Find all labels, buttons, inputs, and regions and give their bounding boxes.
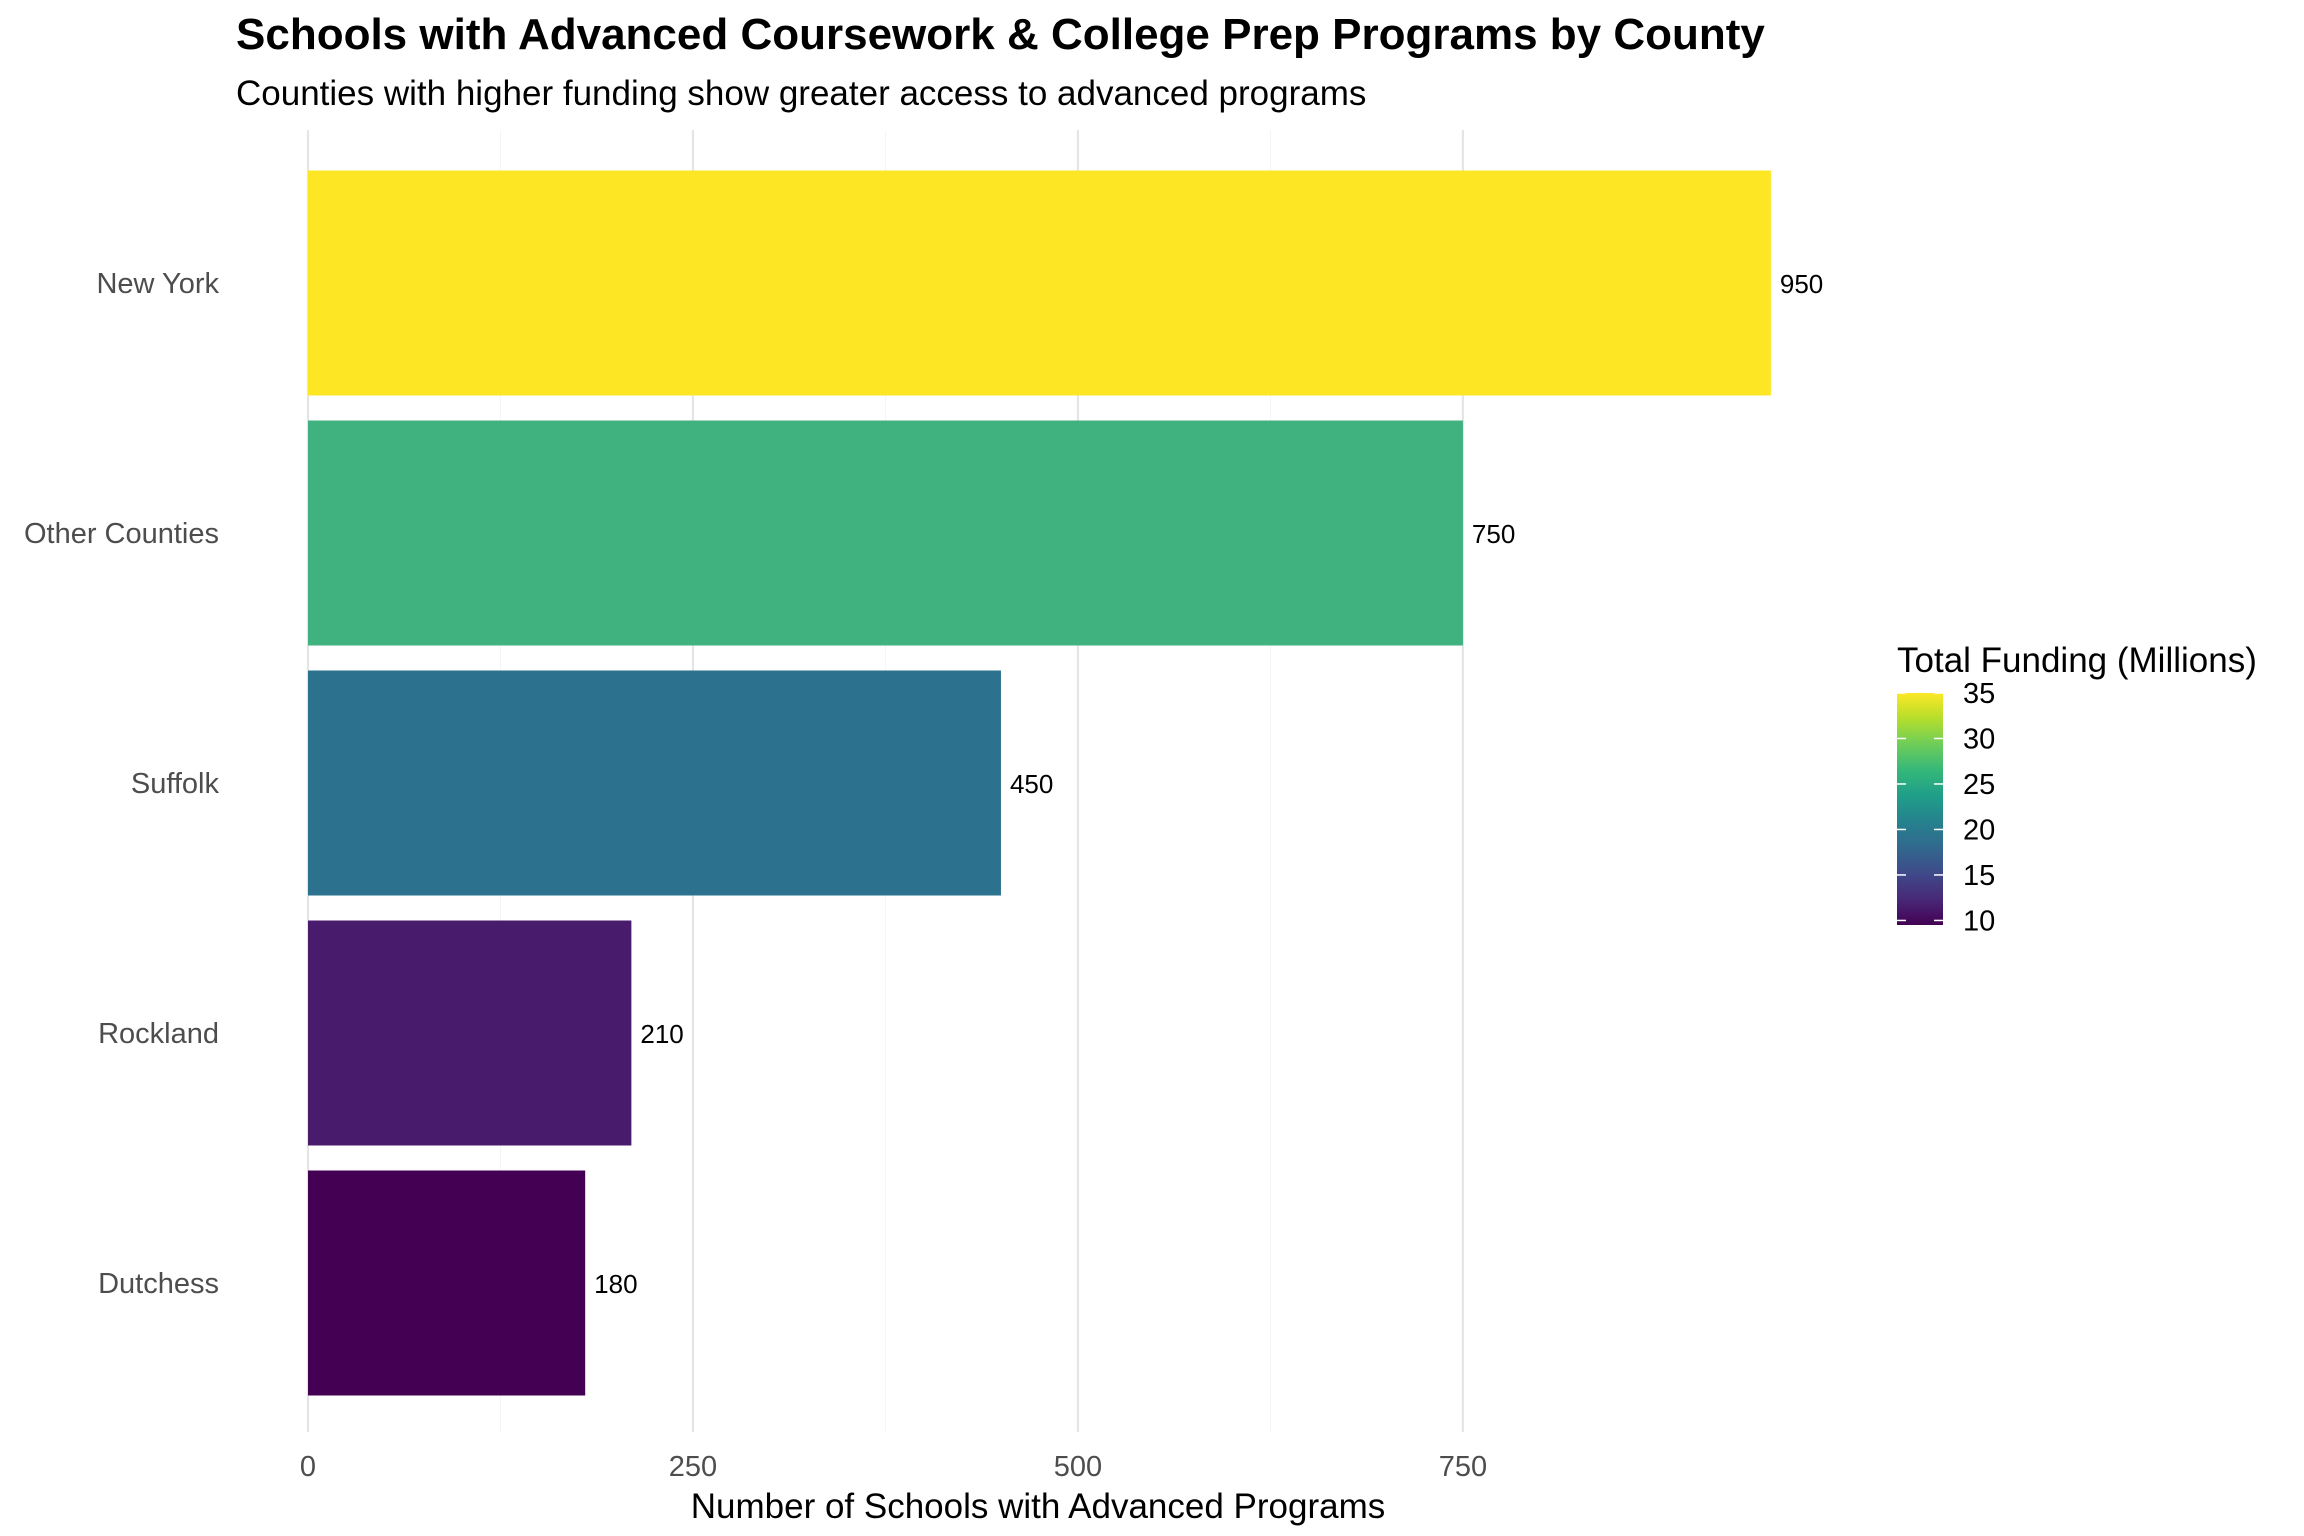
legend-tick-label: 35 bbox=[1963, 678, 1995, 710]
bar-suffolk bbox=[308, 670, 1001, 896]
category-label: Dutchess bbox=[98, 1268, 219, 1300]
category-label: Suffolk bbox=[131, 768, 220, 800]
chart-subtitle: Counties with higher funding show greate… bbox=[236, 74, 1367, 113]
value-label: 180 bbox=[594, 1269, 637, 1299]
category-label: New York bbox=[96, 268, 219, 300]
bar-other-counties bbox=[308, 420, 1463, 646]
value-label: 210 bbox=[640, 1019, 683, 1049]
legend-tick-label: 20 bbox=[1963, 814, 1995, 846]
bar-dutchess bbox=[308, 1170, 586, 1396]
labels: New York 950 Other Counties 750 Suffolk 450 Ro… bbox=[24, 268, 1823, 1300]
bar-new-york bbox=[308, 170, 1771, 396]
legend-tick-label: 10 bbox=[1963, 905, 1995, 937]
legend-title: Total Funding (Millions) bbox=[1897, 641, 2257, 680]
value-label: 450 bbox=[1010, 769, 1053, 799]
legend-tick-label: 15 bbox=[1963, 860, 1995, 892]
x-axis-title: Number of Schools with Advanced Programs bbox=[691, 1487, 1386, 1526]
x-tick-label: 500 bbox=[1054, 1451, 1102, 1483]
category-label: Rockland bbox=[98, 1018, 219, 1050]
legend-tick-label: 30 bbox=[1963, 723, 1995, 755]
x-tick-label: 0 bbox=[300, 1451, 316, 1483]
x-tick-label: 250 bbox=[669, 1451, 717, 1483]
value-label: 750 bbox=[1472, 519, 1515, 549]
category-label: Other Counties bbox=[24, 518, 219, 550]
x-tick-label: 750 bbox=[1439, 1451, 1487, 1483]
bar-rockland bbox=[308, 920, 632, 1146]
legend: Total Funding (Millions) 10 15 20 25 30 35 bbox=[1897, 641, 2257, 937]
bars bbox=[308, 170, 1771, 1396]
value-label: 950 bbox=[1780, 269, 1823, 299]
legend-tick-label: 25 bbox=[1963, 769, 1995, 801]
legend-colorbar bbox=[1897, 693, 1943, 925]
x-axis: 0 250 500 750 Number of Schools with Advance… bbox=[300, 1451, 1487, 1526]
chart-title: Schools with Advanced Coursework & Colle… bbox=[236, 10, 1765, 59]
